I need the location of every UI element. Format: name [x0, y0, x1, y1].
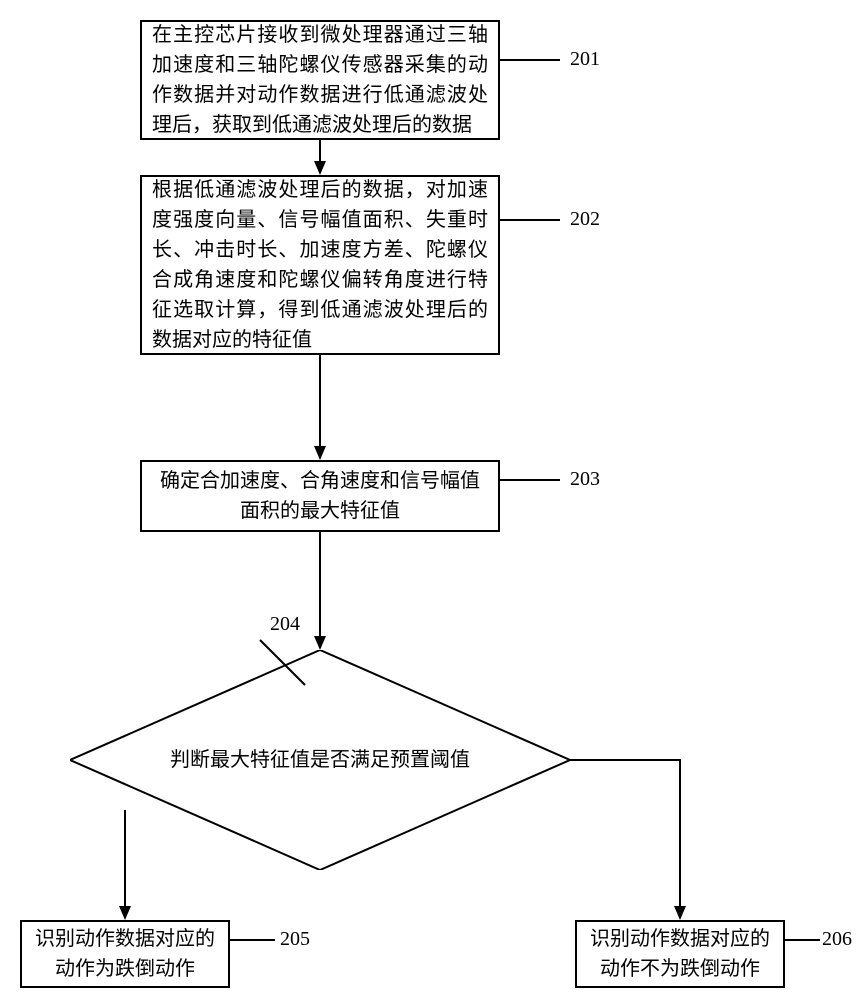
flowchart-canvas: 在主控芯片接收到微处理器通过三轴加速度和三轴陀螺仪传感器采集的动作数据并对动作数…	[0, 0, 866, 1000]
node-text: 判断最大特征值是否满足预置阈值	[170, 744, 470, 776]
node-text: 在主控芯片接收到微处理器通过三轴加速度和三轴陀螺仪传感器采集的动作数据并对动作数…	[152, 20, 488, 140]
node-text: 识别动作数据对应的动作为跌倒动作	[32, 924, 218, 984]
leader-line	[230, 939, 275, 941]
leader-line	[500, 479, 560, 481]
node-label-203: 203	[570, 468, 600, 491]
process-node-205: 识别动作数据对应的动作为跌倒动作	[20, 920, 230, 988]
node-label-204: 204	[270, 613, 300, 636]
node-text: 识别动作数据对应的动作不为跌倒动作	[587, 924, 773, 984]
leader-line	[500, 219, 560, 221]
decision-node-204: 判断最大特征值是否满足预置阈值	[70, 650, 570, 870]
process-node-202: 根据低通滤波处理后的数据，对加速度强度向量、信号幅值面积、失重时长、冲击时长、加…	[140, 175, 500, 355]
node-label-206: 206	[822, 928, 852, 951]
process-node-201: 在主控芯片接收到微处理器通过三轴加速度和三轴陀螺仪传感器采集的动作数据并对动作数…	[140, 20, 500, 140]
process-node-203: 确定合加速度、合角速度和信号幅值面积的最大特征值	[140, 460, 500, 532]
process-node-206: 识别动作数据对应的动作不为跌倒动作	[575, 920, 785, 988]
leader-line	[500, 59, 560, 61]
node-label-205: 205	[280, 928, 310, 951]
node-label-201: 201	[570, 48, 600, 71]
node-label-202: 202	[570, 208, 600, 231]
node-text: 确定合加速度、合角速度和信号幅值面积的最大特征值	[152, 466, 488, 526]
node-text: 根据低通滤波处理后的数据，对加速度强度向量、信号幅值面积、失重时长、冲击时长、加…	[152, 175, 488, 355]
leader-line	[785, 939, 820, 941]
